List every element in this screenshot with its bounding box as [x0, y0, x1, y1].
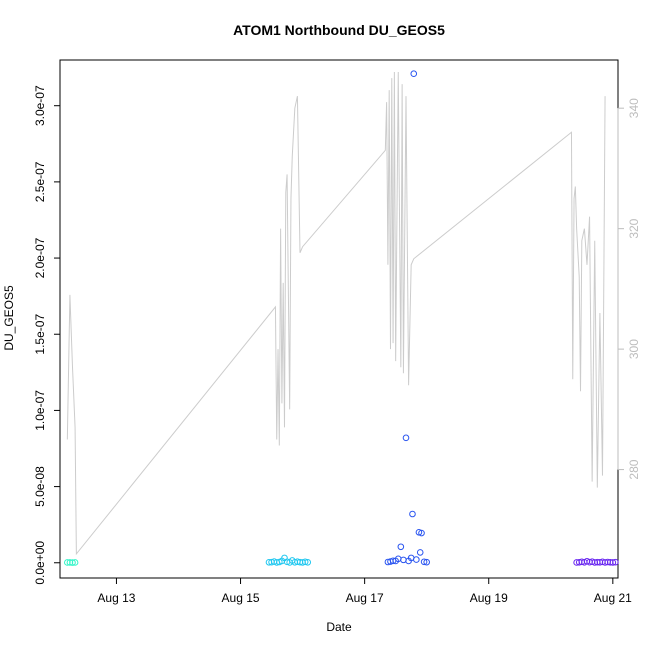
data-point	[423, 558, 430, 566]
plot-frame	[59, 59, 619, 579]
scatter-points-group	[64, 70, 619, 566]
x-tick-label: Aug 21	[594, 591, 632, 605]
data-point	[71, 559, 79, 566]
data-point	[400, 556, 407, 564]
y-tick-label: 0.0e+00	[33, 541, 47, 585]
chart-title: ATOM1 Northbound DU_GEOS5	[233, 22, 445, 38]
secondary-y-axis: 280 300 320 340	[617, 98, 641, 480]
y-tick-label: 5.0e-08	[33, 466, 47, 507]
x-tick-label: Aug 19	[470, 591, 508, 605]
y-tick-label: 1.5e-07	[33, 314, 47, 355]
y-axis-title: DU_GEOS5	[2, 285, 16, 351]
x-axis: Aug 13 Aug 15 Aug 17 Aug 19 Aug 21	[97, 577, 632, 605]
data-point	[413, 556, 420, 563]
secondary-line-group	[66, 72, 606, 556]
data-point	[397, 543, 405, 551]
secondary-y-tick-label: 280	[627, 459, 641, 479]
data-point	[304, 559, 312, 566]
secondary-y-tick-label: 340	[627, 98, 641, 118]
y-tick-label: 3.0e-07	[33, 85, 47, 126]
data-point	[69, 559, 76, 566]
y-tick-label: 2.5e-07	[33, 161, 47, 202]
series-4-points	[573, 557, 619, 566]
secondary-y-tick-label: 300	[627, 339, 641, 359]
data-point	[612, 558, 619, 566]
x-tick-label: Aug 17	[346, 591, 384, 605]
y-axis: 0.0e+00 5.0e-08 1.0e-07 1.5e-07 2.0e-07 2.5e-…	[33, 85, 61, 585]
series-1-points	[64, 559, 79, 566]
y-tick-label: 1.0e-07	[33, 390, 47, 431]
secondary-y-tick-label: 320	[627, 218, 641, 238]
secondary-series-line	[66, 72, 606, 556]
data-point	[410, 70, 418, 78]
data-point	[409, 510, 416, 518]
y-tick-label: 2.0e-07	[33, 237, 47, 278]
x-tick-label: Aug 13	[97, 591, 135, 605]
data-point	[420, 558, 428, 566]
data-point	[609, 559, 617, 566]
series-2-points	[265, 554, 312, 566]
x-axis-title: Date	[326, 620, 352, 634]
series-3-points	[384, 70, 430, 566]
x-tick-label: Aug 15	[222, 591, 260, 605]
data-point	[418, 529, 425, 537]
data-point	[301, 558, 309, 566]
data-point	[416, 549, 424, 556]
data-point	[402, 434, 410, 442]
